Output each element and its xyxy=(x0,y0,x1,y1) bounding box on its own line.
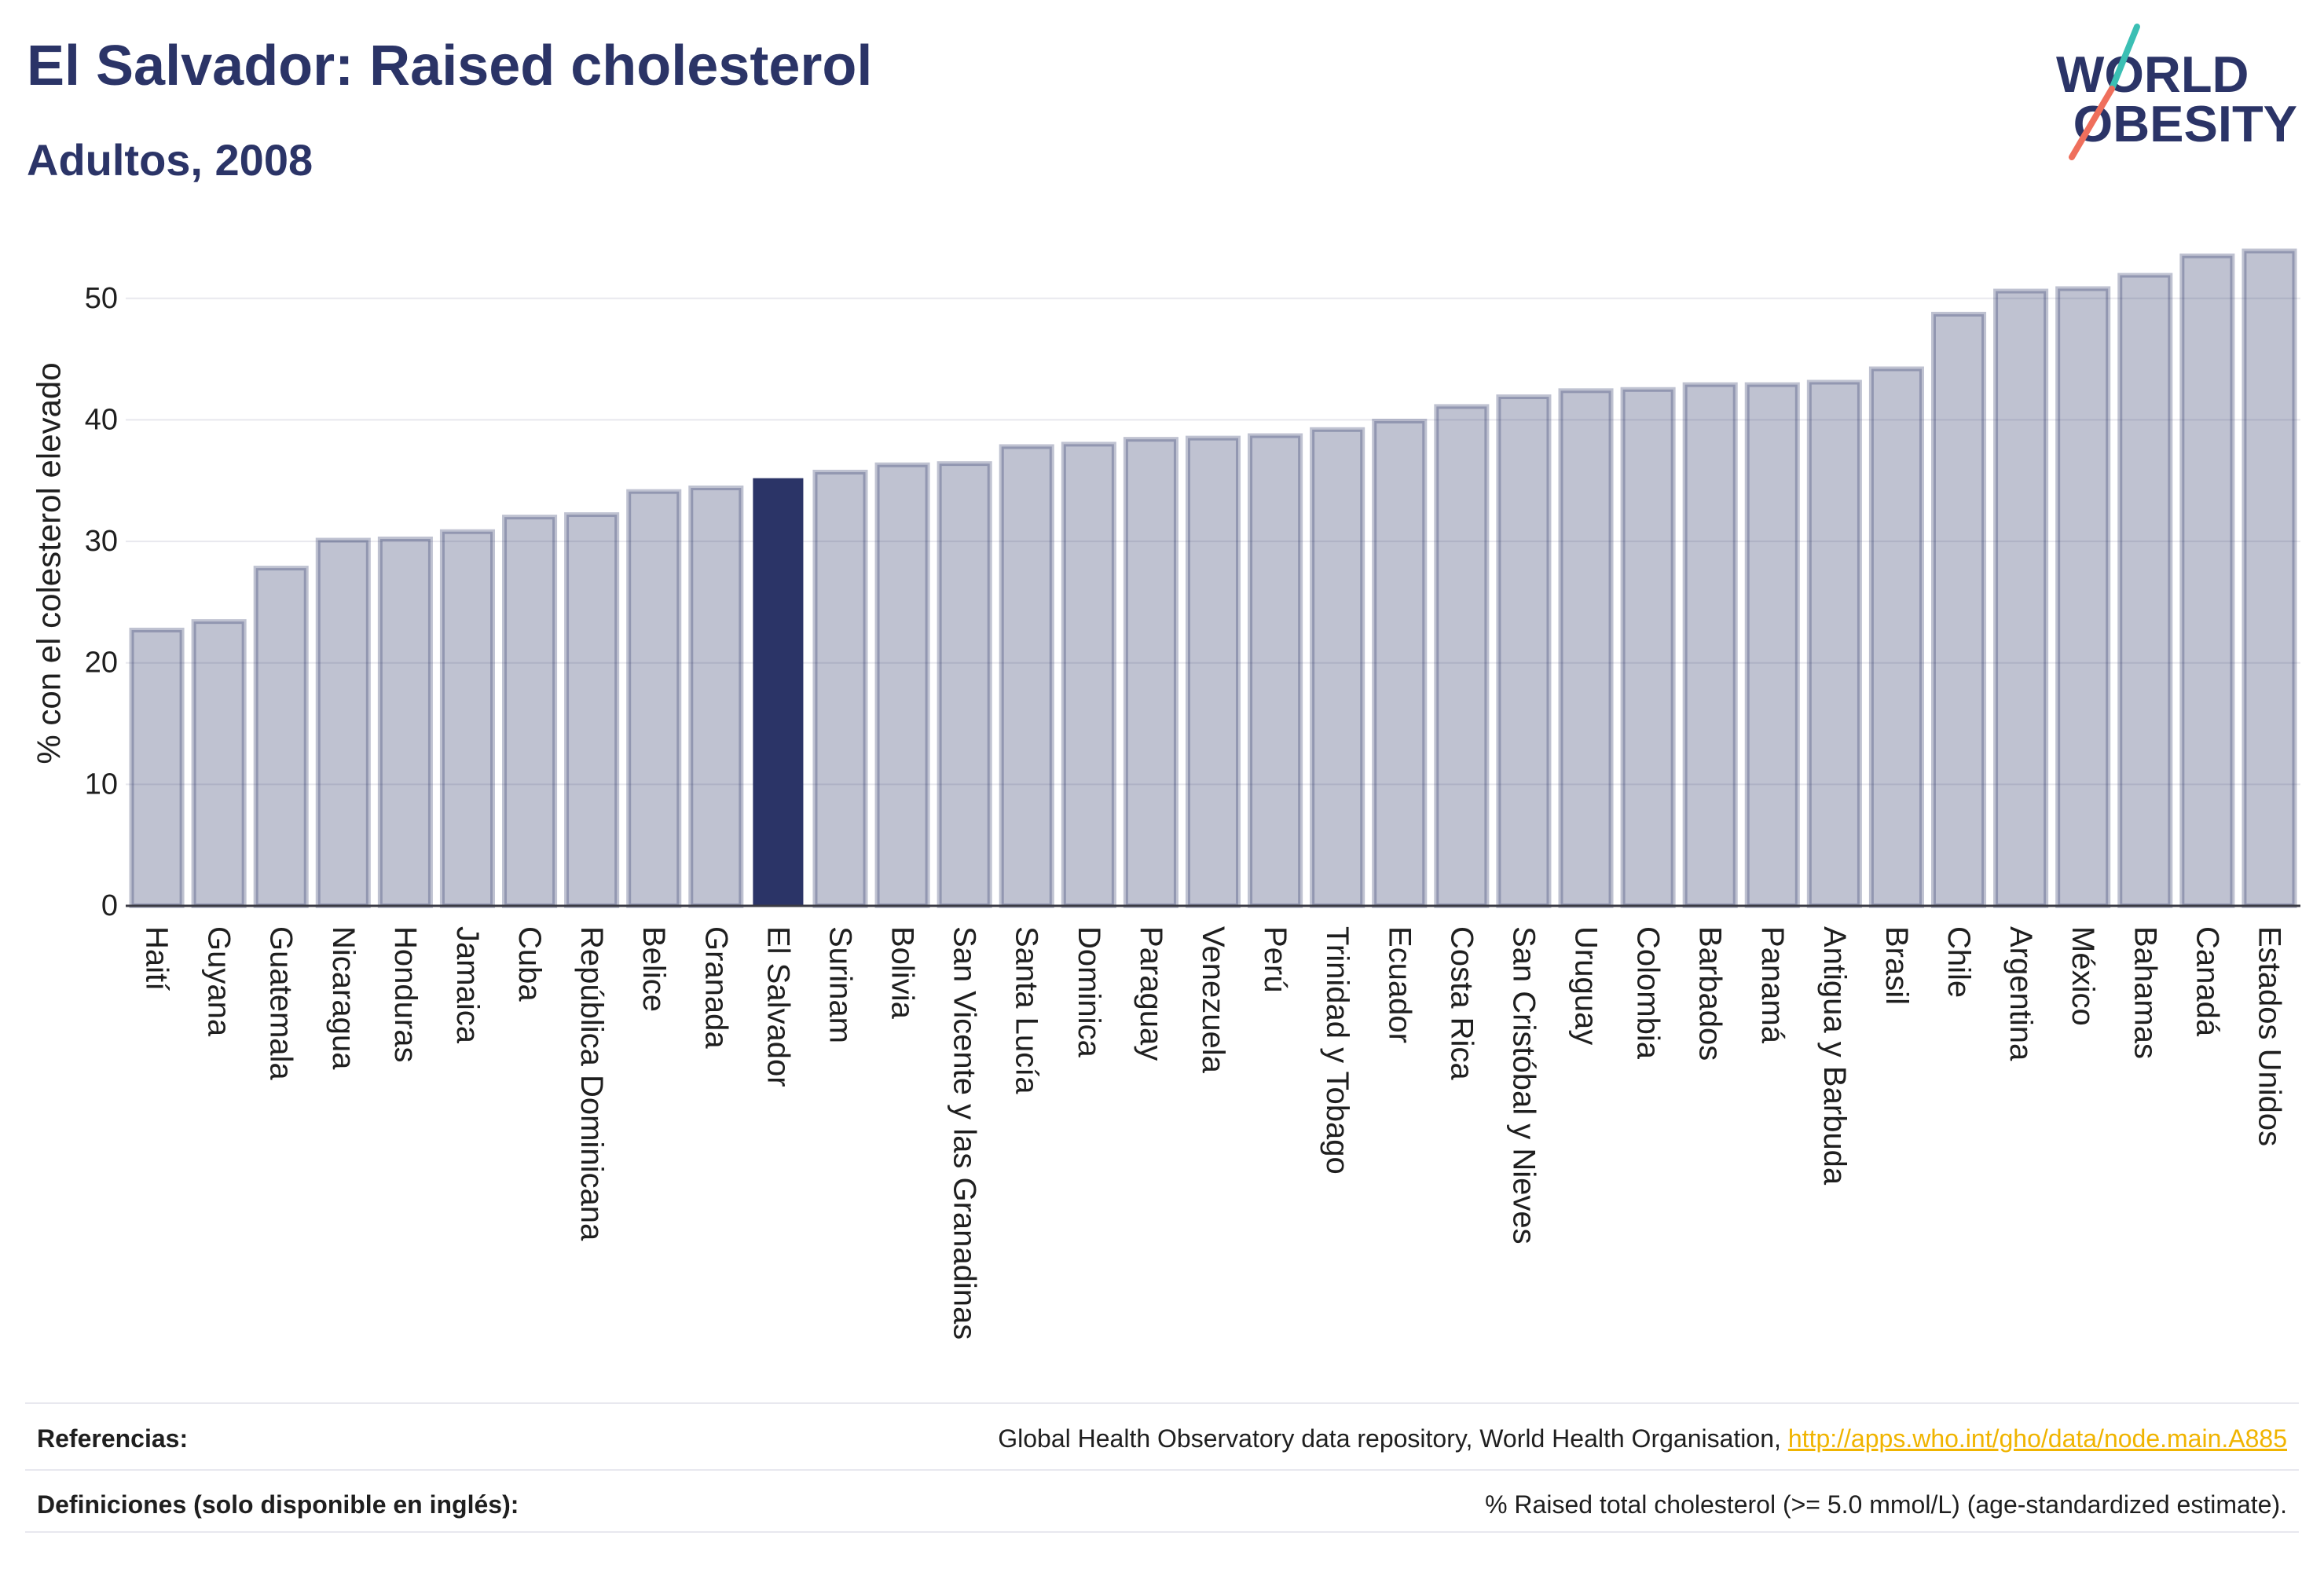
bar-belice xyxy=(626,489,682,908)
bar-venezuela xyxy=(1185,435,1241,908)
bar-republica-dominicana xyxy=(564,512,620,908)
x-tick-label: Perú xyxy=(1258,926,1292,993)
bar-nicaragua xyxy=(315,537,371,909)
references-row: Referencias: Global Health Observatory d… xyxy=(37,1406,2287,1471)
axes-group: 0 10 20 30 40 50 Haití Guyana Guatemala Nicaragua… xyxy=(85,282,2300,1340)
footer-divider xyxy=(25,1531,2299,1533)
x-tick-label: San Cristóbal y Nieves xyxy=(1506,926,1541,1244)
references-label: Referencias: xyxy=(37,1424,189,1453)
bar-ecuador xyxy=(1372,418,1428,908)
x-tick-label: República Dominicana xyxy=(574,926,609,1241)
bar-paraguay xyxy=(1123,437,1178,908)
bar-dominica xyxy=(1061,442,1116,908)
y-tick-label: 50 xyxy=(85,282,118,315)
logo-slash-teal xyxy=(2109,24,2140,92)
bar-barbados xyxy=(1682,382,1738,908)
x-tick-label: Guatemala xyxy=(264,926,299,1080)
x-tick-label: Trinidad y Tobago xyxy=(1320,926,1354,1175)
x-tick-label: Jamaica xyxy=(450,926,485,1044)
y-axis-title: % con el colesterol elevado xyxy=(31,362,68,764)
x-tick-label: Bahamas xyxy=(2128,926,2162,1059)
x-tick-label: Brasil xyxy=(1879,926,1914,1005)
y-tick-label: 40 xyxy=(85,403,118,436)
x-tick-label: Cuba xyxy=(512,926,547,1002)
x-tick-label: El Salvador xyxy=(761,926,795,1087)
chart-subtitle: Adultos, 2008 xyxy=(27,135,313,185)
references-link[interactable]: http://apps.who.int/gho/data/node.main.A… xyxy=(1787,1424,2287,1453)
footer-divider xyxy=(25,1402,2299,1404)
x-tick-label: Chile xyxy=(1941,926,1976,998)
references-value: Global Health Observatory data repositor… xyxy=(998,1406,2287,1471)
references-text: Global Health Observatory data repositor… xyxy=(998,1424,1781,1453)
bar-cuba xyxy=(502,515,558,909)
bar-peru xyxy=(1248,433,1303,908)
bar-honduras xyxy=(377,536,433,908)
logo-line-1: WORLD xyxy=(2056,46,2249,103)
bar-granada xyxy=(688,486,744,908)
x-tick-label: San Vicente y las Granadinas xyxy=(948,926,982,1340)
x-tick-label: Surinam xyxy=(823,926,857,1043)
x-tick-label: Haití xyxy=(140,926,174,991)
bar-panama xyxy=(1744,382,1800,908)
x-tick-label: Paraguay xyxy=(1134,926,1168,1061)
world-obesity-logo: WORLD OBESITY xyxy=(2056,24,2297,160)
definitions-label: Definiciones (solo disponible en inglés)… xyxy=(37,1490,519,1519)
x-tick-label: Colombia xyxy=(1631,926,1666,1060)
bar-el-salvador xyxy=(753,478,804,906)
bars-group xyxy=(129,248,2297,909)
definitions-text: % Raised total cholesterol (>= 5.0 mmol/… xyxy=(1485,1490,2287,1519)
bar-santa-lucia xyxy=(999,444,1054,908)
bar-jamaica xyxy=(439,529,496,908)
x-tick-label: Antigua y Barbuda xyxy=(1817,926,1852,1186)
x-tick-label: Estados Unidos xyxy=(2252,926,2286,1146)
logo-slash-coral xyxy=(2069,86,2115,160)
bar-trinidad-y-tobago xyxy=(1310,427,1365,908)
x-tick-label: Guyana xyxy=(202,926,236,1037)
bar-san-vicente-y-las-granadinas xyxy=(937,461,992,908)
y-tick-label: 20 xyxy=(85,647,118,680)
bar-surinam xyxy=(812,469,868,908)
bar-chile xyxy=(1930,311,1987,908)
bar-antigua-y-barbuda xyxy=(1806,379,1862,909)
bar-costa-rica xyxy=(1434,404,1490,908)
y-tick-label: 0 xyxy=(101,889,118,922)
x-tick-label: Santa Lucía xyxy=(1010,926,1044,1094)
chart-title: El Salvador: Raised cholesterol xyxy=(27,35,873,97)
bar-bolivia xyxy=(874,462,930,908)
bar-guyana xyxy=(191,619,247,909)
footer-divider xyxy=(25,1469,2299,1471)
x-tick-label: Canadá xyxy=(2190,926,2224,1037)
bar-chart: 0 10 20 30 40 50 Haití Guyana Guatemala Nicaragua… xyxy=(31,248,2300,1340)
bar-mexico xyxy=(2055,286,2111,908)
x-tick-label: Barbados xyxy=(1693,926,1728,1061)
x-tick-label: Argentina xyxy=(2003,926,2038,1061)
x-tick-label: Nicaragua xyxy=(326,926,361,1070)
bar-bahamas xyxy=(2117,273,2173,908)
bar-estados-unidos xyxy=(2242,248,2297,909)
definitions-row: Definiciones (solo disponible en inglés)… xyxy=(37,1472,2287,1537)
bar-san-cristobal-y-nieves xyxy=(1496,394,1552,908)
bar-haiti xyxy=(129,627,185,908)
bar-brasil xyxy=(1868,366,1924,908)
y-tick-label: 10 xyxy=(85,768,118,801)
gridlines-group xyxy=(126,297,2300,786)
x-tick-label: Honduras xyxy=(388,926,423,1062)
bar-canada xyxy=(2179,253,2235,908)
bar-argentina xyxy=(1993,288,2049,908)
x-tick-label: Granada xyxy=(698,926,733,1049)
bar-guatemala xyxy=(253,566,309,908)
x-tick-label: Ecuador xyxy=(1382,926,1417,1043)
x-tick-label: Costa Rica xyxy=(1444,926,1479,1080)
bar-colombia xyxy=(1620,387,1676,908)
y-tick-label: 30 xyxy=(85,525,118,558)
x-tick-label: Bolivia xyxy=(885,926,920,1020)
x-tick-label: Panamá xyxy=(1755,926,1790,1044)
x-tick-label: México xyxy=(2066,926,2100,1026)
x-tick-label: Venezuela xyxy=(1196,926,1230,1074)
logo-line-2: OBESITY xyxy=(2073,95,2297,152)
x-tick-label: Belice xyxy=(636,926,671,1012)
x-tick-label: Uruguay xyxy=(1569,926,1604,1045)
x-tick-label: Dominica xyxy=(1072,926,1106,1057)
bar-uruguay xyxy=(1558,388,1614,909)
